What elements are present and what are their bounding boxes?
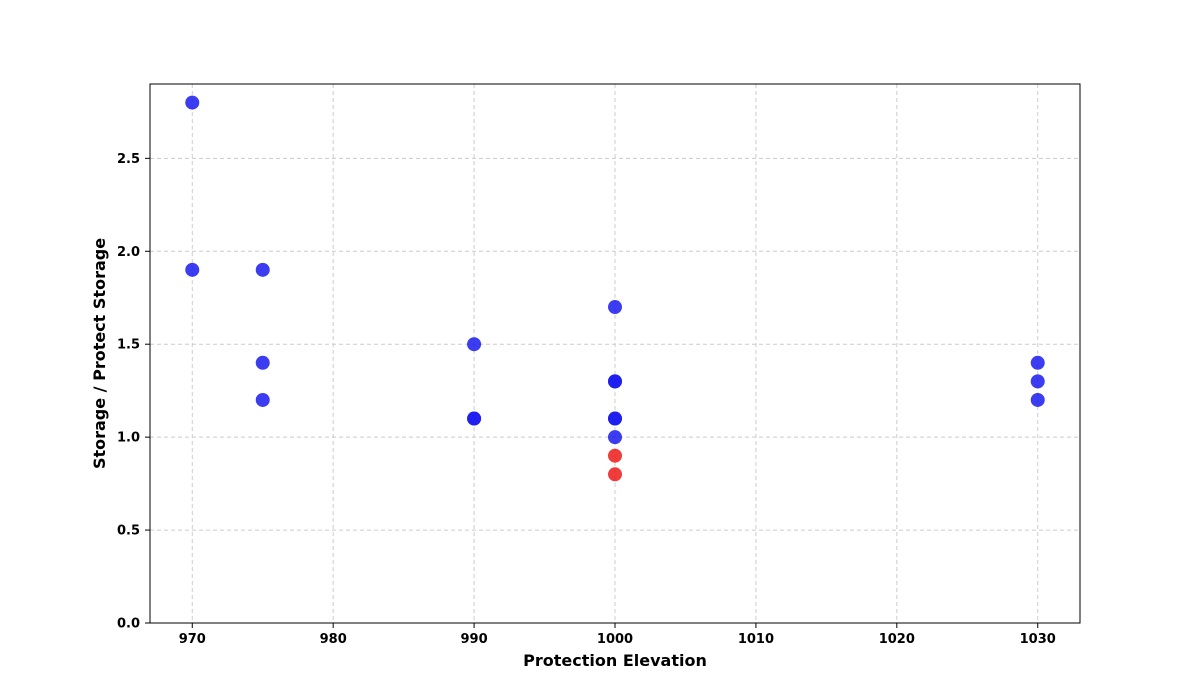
axis-ticks: 970 980 990 1000 1010 1020 1030 0.0 0.5 1.0 1.5 2.0… — [117, 152, 1056, 647]
data-point — [467, 411, 482, 426]
y-axis-label: Storage / Protect Storage — [90, 238, 109, 469]
data-point — [608, 300, 622, 315]
x-tick-label: 970 — [179, 632, 206, 647]
x-tick-label: 1000 — [597, 632, 633, 647]
x-tick-label: 1010 — [738, 632, 774, 647]
data-points — [185, 95, 1045, 482]
data-point — [608, 374, 622, 389]
x-tick-label: 990 — [461, 632, 488, 647]
data-point — [255, 355, 270, 370]
data-point — [608, 411, 622, 426]
data-point — [608, 467, 622, 482]
data-point — [1030, 355, 1045, 370]
y-tick-label: 2.5 — [117, 152, 140, 167]
data-point — [1030, 392, 1045, 407]
data-point — [255, 392, 270, 407]
data-point — [255, 262, 270, 277]
x-axis-label: Protection Elevation — [523, 651, 707, 670]
data-point — [1030, 374, 1045, 389]
y-tick-label: 2.0 — [117, 245, 140, 260]
grid-lines — [150, 84, 1080, 624]
x-tick-label: 1030 — [1020, 632, 1056, 647]
x-tick-label: 1020 — [879, 632, 915, 647]
data-point — [608, 430, 622, 445]
data-point — [185, 262, 200, 277]
x-tick-label: 980 — [320, 632, 347, 647]
y-tick-label: 0.5 — [117, 524, 140, 539]
y-tick-label: 1.5 — [117, 338, 140, 353]
data-point — [467, 337, 482, 352]
data-point — [608, 448, 622, 463]
y-tick-label: 0.0 — [117, 617, 140, 632]
data-point — [185, 95, 200, 110]
y-tick-label: 1.0 — [117, 431, 140, 446]
